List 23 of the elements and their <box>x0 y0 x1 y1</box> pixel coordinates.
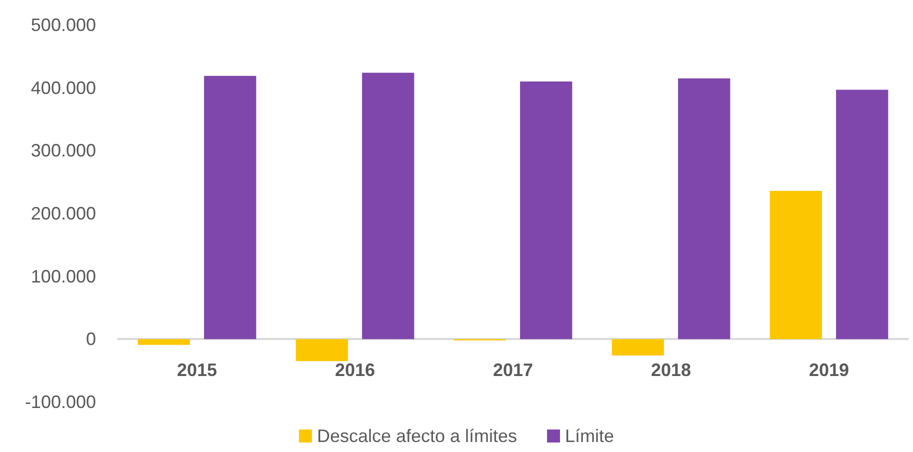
legend-label: Límite <box>565 426 614 446</box>
y-tick-label: 500.000 <box>30 15 96 35</box>
bar <box>362 72 414 340</box>
y-tick-label: 0 <box>86 329 96 350</box>
legend-label: Descalce afecto a límites <box>316 426 518 446</box>
x-tick-label: 2018 <box>650 360 692 380</box>
x-tick-label: 2019 <box>808 360 850 380</box>
y-tick-label: -100.000 <box>24 392 96 412</box>
bar <box>770 190 822 340</box>
bar <box>520 82 572 340</box>
x-tick-label: 2016 <box>334 360 376 380</box>
x-tick-label: 2017 <box>492 360 534 380</box>
bar <box>204 76 256 340</box>
y-tick-label: 400.000 <box>30 78 96 98</box>
y-tick-label: 100.000 <box>30 266 96 286</box>
bar <box>296 339 348 362</box>
bar <box>138 339 190 345</box>
y-tick-label: 200.000 <box>30 204 96 224</box>
y-tick-label: 300.000 <box>30 140 96 161</box>
bar <box>678 78 730 340</box>
x-tick-label: 2015 <box>176 360 218 380</box>
bar <box>612 339 664 356</box>
bar <box>836 90 888 340</box>
